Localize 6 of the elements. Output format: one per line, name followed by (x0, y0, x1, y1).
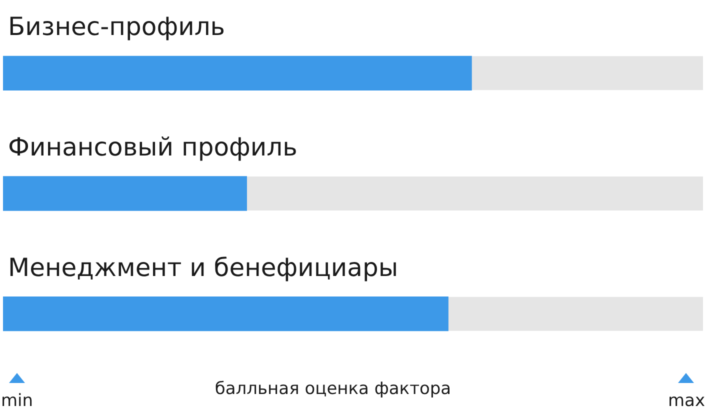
text: min (1, 391, 34, 411)
y-tick-label: Финансовый профиль (8, 132, 298, 162)
y-tick-label: Менеджмент и бенефициары (8, 252, 398, 282)
text: max (668, 391, 706, 411)
x-axis-title: балльная оценка фактора (214, 379, 452, 399)
y-tick-label: Бизнес-профиль (8, 12, 226, 42)
